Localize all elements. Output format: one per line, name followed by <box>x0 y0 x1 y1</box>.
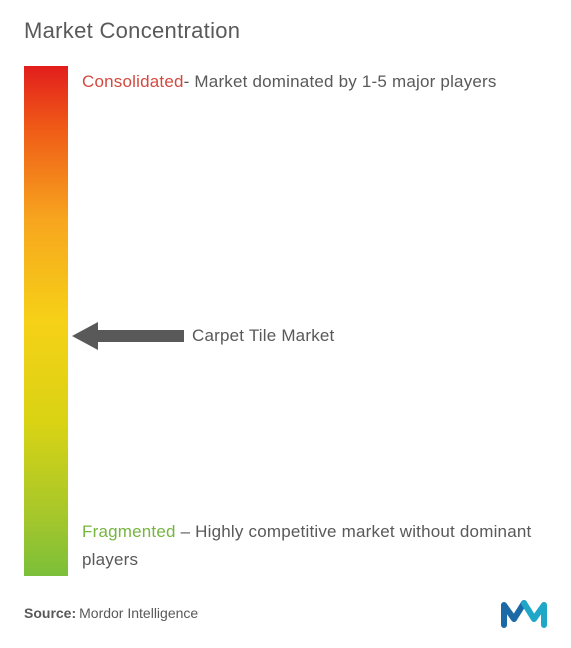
source-label: Source: <box>24 605 76 621</box>
consolidated-keyword: Consolidated <box>82 72 184 91</box>
footer: Source:Mordor Intelligence <box>24 598 547 628</box>
logo-stroke-2 <box>524 603 544 625</box>
gradient-bar <box>24 66 68 576</box>
arrow-left-icon <box>72 322 184 350</box>
market-marker: Carpet Tile Market <box>72 322 334 350</box>
concentration-scale: Consolidated- Market dominated by 1-5 ma… <box>24 66 547 576</box>
fragmented-keyword: Fragmented <box>82 522 176 541</box>
consolidated-text: - Market dominated by 1-5 major players <box>184 72 497 91</box>
logo-stroke-1 <box>504 603 524 625</box>
scale-descriptions: Consolidated- Market dominated by 1-5 ma… <box>68 66 547 576</box>
fragmented-desc: Fragmented – Highly competitive market w… <box>82 518 547 574</box>
mordor-intelligence-logo <box>501 598 547 628</box>
arrow-shape <box>72 322 184 350</box>
source-value: Mordor Intelligence <box>79 605 198 621</box>
marker-label: Carpet Tile Market <box>192 326 334 346</box>
page-title: Market Concentration <box>24 18 547 44</box>
consolidated-desc: Consolidated- Market dominated by 1-5 ma… <box>82 68 547 96</box>
source-line: Source:Mordor Intelligence <box>24 605 198 621</box>
